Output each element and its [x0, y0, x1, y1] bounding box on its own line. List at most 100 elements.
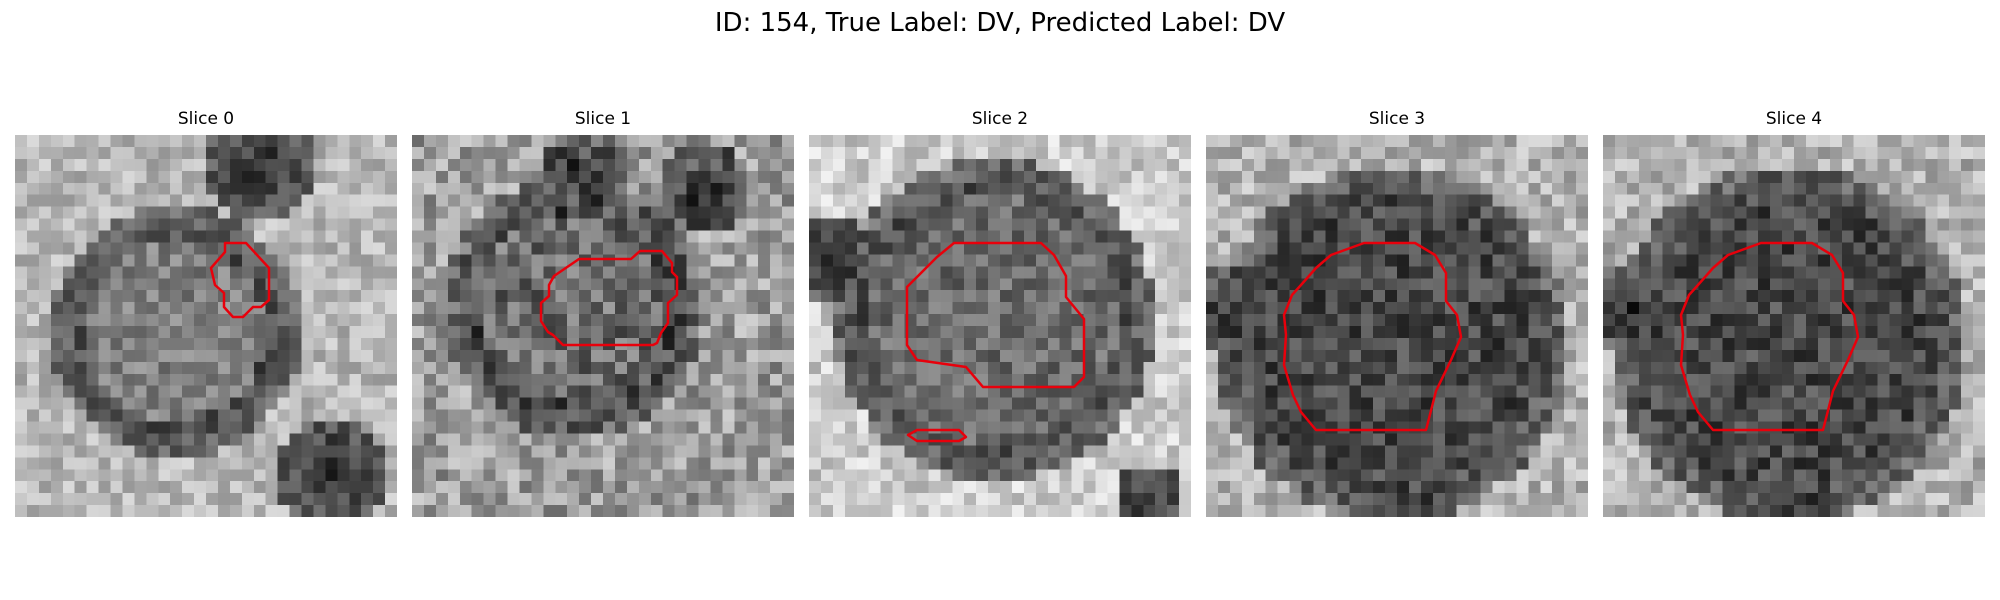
pixel [1373, 146, 1386, 160]
pixel [1071, 421, 1085, 435]
pixel [1071, 266, 1085, 279]
pixel [614, 230, 628, 244]
pixel [555, 314, 568, 327]
pixel [770, 170, 783, 184]
pixel [1528, 182, 1541, 196]
pixel [832, 409, 846, 423]
pixel [1420, 373, 1434, 387]
pixel [1143, 182, 1156, 196]
pixel [15, 409, 28, 423]
pixel [1179, 385, 1191, 399]
pixel [1770, 254, 1783, 267]
pixel [1480, 230, 1494, 244]
pixel [337, 373, 350, 387]
pixel [1540, 170, 1553, 184]
pixel [1373, 409, 1386, 423]
pixel [904, 361, 918, 375]
pixel [495, 469, 509, 482]
pixel [844, 409, 858, 423]
pixel [1504, 481, 1517, 494]
pixel [1492, 373, 1506, 387]
pixel [1131, 146, 1144, 160]
pixel [301, 218, 315, 232]
pixel [1289, 135, 1303, 148]
pixel [1674, 206, 1688, 220]
pixel [1480, 206, 1494, 220]
pixel [1011, 242, 1025, 255]
pixel [1361, 493, 1374, 506]
pixel [928, 493, 941, 506]
pixel [591, 314, 604, 327]
pixel [1937, 266, 1950, 279]
pixel [1047, 337, 1061, 351]
pixel [1217, 481, 1231, 494]
pixel [722, 158, 735, 172]
pixel [158, 457, 171, 470]
pixel [158, 266, 171, 279]
pixel [423, 397, 437, 411]
pixel [531, 481, 544, 494]
pixel [1301, 505, 1315, 517]
pixel [626, 146, 640, 160]
pixel [1889, 373, 1903, 387]
pixel [1071, 349, 1085, 363]
pixel [1011, 433, 1025, 446]
pixel [1674, 135, 1688, 148]
pixel [423, 421, 437, 435]
pixel [277, 146, 291, 160]
pixel [952, 146, 965, 160]
pixel [1480, 194, 1494, 208]
pixel [98, 206, 112, 220]
pixel [1782, 170, 1795, 184]
pixel [603, 182, 616, 196]
pixel [1480, 146, 1494, 160]
pixel [1047, 493, 1061, 506]
pixel [241, 493, 255, 506]
pixel [856, 302, 870, 315]
pixel [1746, 170, 1759, 184]
pixel [1408, 314, 1422, 327]
pixel [253, 373, 267, 387]
pixel [964, 158, 977, 172]
pixel [1528, 481, 1541, 494]
pixel [626, 349, 640, 363]
pixel [626, 182, 640, 196]
pixel [1217, 326, 1231, 339]
pixel [1722, 206, 1735, 220]
pixel [423, 337, 437, 351]
pixel [1337, 326, 1350, 339]
pixel [194, 361, 207, 375]
pixel [1253, 170, 1267, 184]
pixel [122, 493, 135, 506]
pixel [1095, 230, 1109, 244]
pixel [459, 230, 473, 244]
pixel [182, 493, 195, 506]
pixel [337, 337, 350, 351]
pixel [591, 206, 604, 220]
pixel [1492, 326, 1506, 339]
pixel [447, 409, 461, 423]
pixel [1035, 266, 1049, 279]
pixel [74, 182, 88, 196]
pixel [1662, 278, 1676, 291]
pixel [1614, 230, 1628, 244]
pixel [385, 337, 397, 351]
pixel [1468, 361, 1482, 375]
pixel [412, 457, 425, 470]
pixel [1095, 302, 1109, 315]
pixel [1480, 373, 1494, 387]
pixel [698, 230, 712, 244]
pixel [385, 135, 397, 148]
pixel [698, 278, 712, 291]
pixel [146, 206, 159, 220]
pixel [1241, 457, 1255, 470]
pixel [820, 445, 834, 458]
pixel [662, 397, 676, 411]
pixel [555, 135, 568, 148]
pixel [1925, 445, 1938, 458]
pixel [1865, 409, 1879, 423]
pixel [507, 373, 521, 387]
pixel [1155, 373, 1168, 387]
pixel [1000, 266, 1013, 279]
pixel [1480, 302, 1494, 315]
